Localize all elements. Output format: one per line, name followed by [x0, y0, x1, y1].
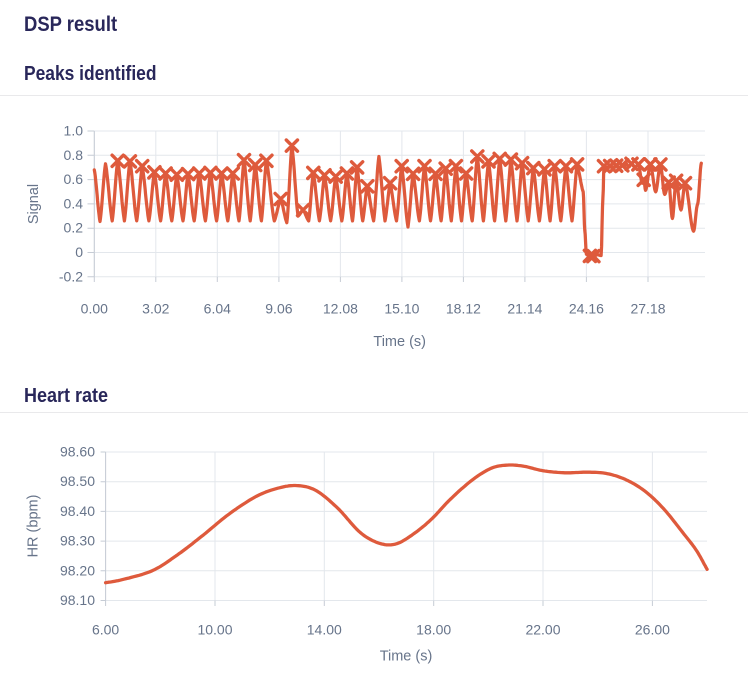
svg-text:0.2: 0.2	[64, 220, 84, 236]
svg-text:22.00: 22.00	[525, 622, 560, 638]
svg-text:15.10: 15.10	[384, 301, 419, 317]
svg-text:HR (bpm): HR (bpm)	[26, 495, 42, 558]
svg-text:98.50: 98.50	[60, 473, 95, 489]
svg-text:6.00: 6.00	[92, 622, 119, 638]
svg-text:98.60: 98.60	[60, 444, 95, 460]
svg-text:98.30: 98.30	[60, 533, 95, 549]
svg-text:98.40: 98.40	[60, 503, 95, 519]
svg-text:21.14: 21.14	[507, 301, 542, 317]
svg-text:0.4: 0.4	[64, 195, 84, 211]
svg-text:98.20: 98.20	[60, 562, 95, 578]
svg-text:0.6: 0.6	[64, 171, 84, 187]
svg-text:1.0: 1.0	[64, 123, 84, 139]
svg-text:18.00: 18.00	[416, 622, 451, 638]
svg-text:Time (s): Time (s)	[373, 334, 426, 350]
svg-text:27.18: 27.18	[630, 301, 665, 317]
svg-text:6.04: 6.04	[204, 301, 231, 317]
svg-text:0: 0	[75, 244, 83, 260]
svg-text:0.8: 0.8	[64, 147, 84, 163]
svg-text:10.00: 10.00	[197, 622, 232, 638]
svg-text:3.02: 3.02	[142, 301, 169, 317]
svg-text:0.00: 0.00	[81, 301, 108, 317]
svg-text:14.00: 14.00	[307, 622, 342, 638]
svg-text:Signal: Signal	[26, 184, 42, 224]
svg-text:9.06: 9.06	[265, 301, 292, 317]
svg-text:98.10: 98.10	[60, 592, 95, 608]
svg-text:26.00: 26.00	[635, 622, 670, 638]
svg-text:24.16: 24.16	[569, 301, 604, 317]
svg-text:12.08: 12.08	[323, 301, 358, 317]
svg-text:18.12: 18.12	[446, 301, 481, 317]
svg-text:-0.2: -0.2	[59, 268, 83, 284]
svg-text:Time (s): Time (s)	[380, 649, 433, 665]
